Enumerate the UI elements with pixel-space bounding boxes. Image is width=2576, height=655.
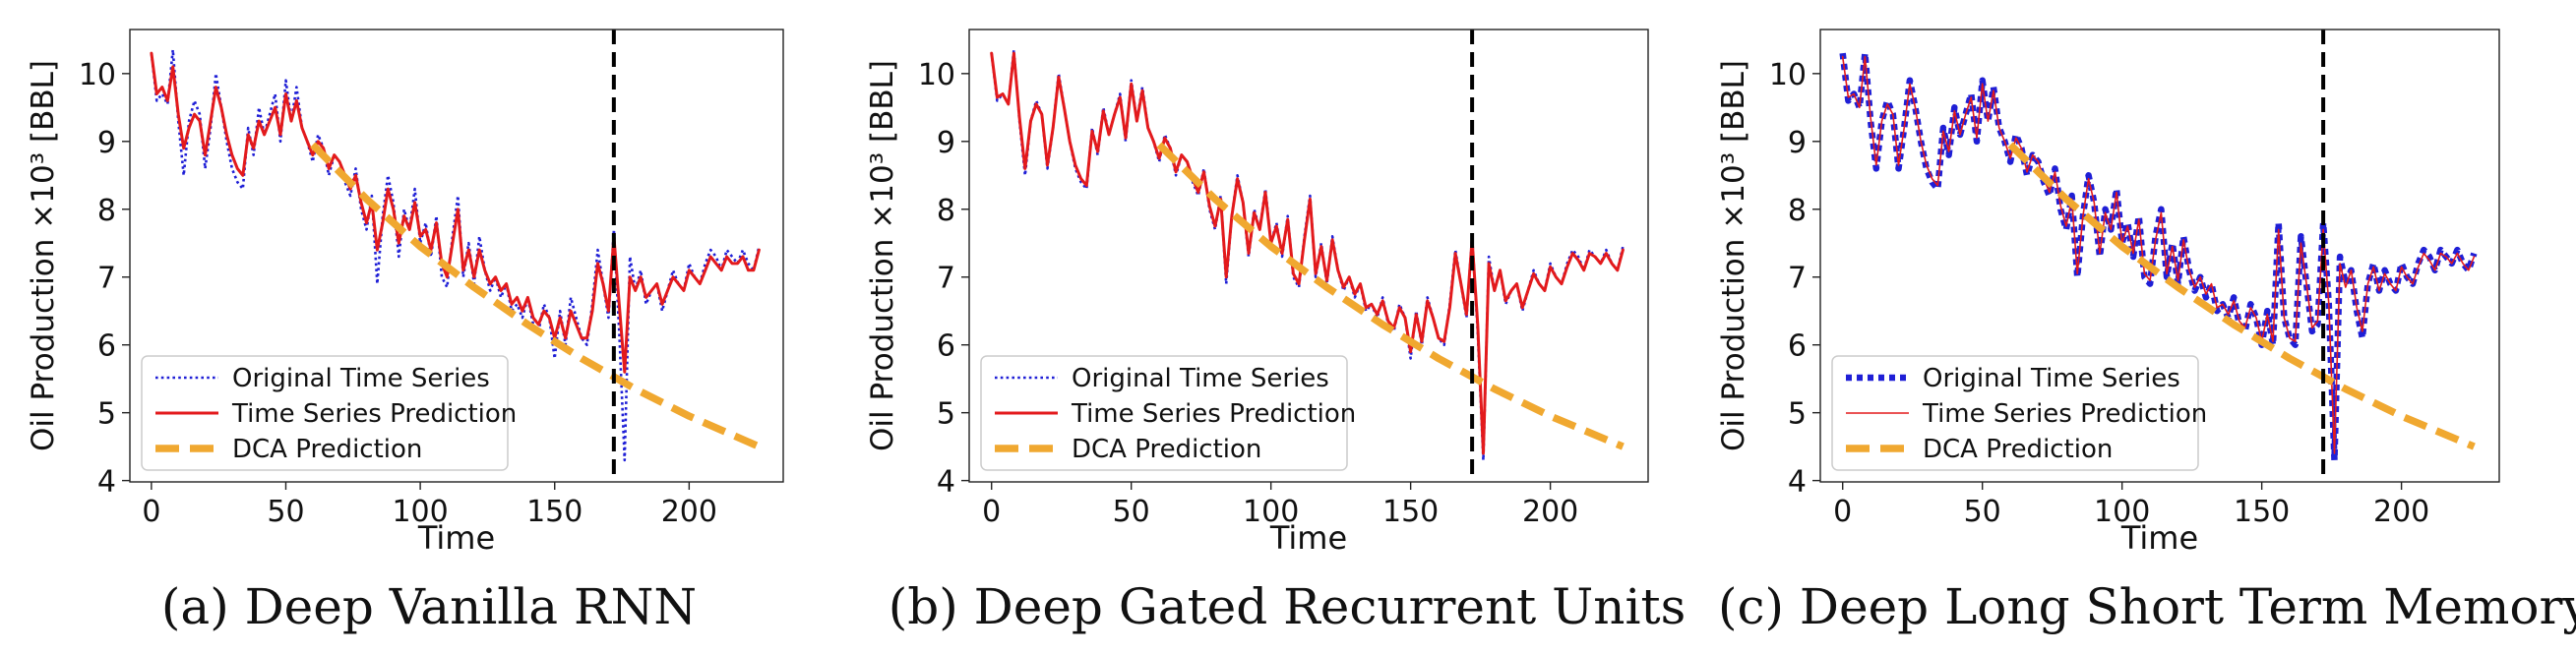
plot-area-a bbox=[150, 30, 761, 482]
y-tick-label-b-10: 10 bbox=[918, 58, 955, 92]
y-tick-label-a-8: 8 bbox=[97, 194, 116, 228]
y-tick-label-b-7: 7 bbox=[937, 262, 955, 296]
x-tick-label-c-0: 0 bbox=[1833, 495, 1852, 529]
x-tick-label-b-50: 50 bbox=[1113, 495, 1150, 529]
y-tick-label-c-8: 8 bbox=[1788, 194, 1807, 228]
legend-label-b-0: Original Time Series bbox=[1072, 364, 1329, 393]
y-tick-label-b-5: 5 bbox=[937, 397, 955, 432]
legend-label-c-0: Original Time Series bbox=[1923, 364, 2180, 393]
y-tick-label-b-9: 9 bbox=[937, 126, 955, 160]
y-tick-label-b-4: 4 bbox=[937, 465, 955, 500]
axes-frame-c bbox=[1819, 29, 2500, 483]
x-tick-label-c-200: 200 bbox=[2373, 495, 2429, 529]
legend-b: Original Time Series Time Series Predicti… bbox=[980, 355, 1356, 471]
y-tick-label-a-10: 10 bbox=[79, 58, 116, 92]
y-tick-label-c-7: 7 bbox=[1788, 262, 1807, 296]
legend-label-a-1: Time Series Prediction bbox=[231, 399, 517, 429]
plot-area-b bbox=[990, 30, 1625, 482]
x-tick-label-b-150: 150 bbox=[1382, 495, 1439, 529]
y-tick-label-c-6: 6 bbox=[1788, 329, 1807, 364]
y-tick-label-c-5: 5 bbox=[1788, 397, 1807, 432]
x-tick-label-c-150: 150 bbox=[2234, 495, 2290, 529]
x-tick-label-b-200: 200 bbox=[1522, 495, 1578, 529]
caption-b: (b) Deep Gated Recurrent Units bbox=[888, 578, 1687, 635]
y-tick-label-a-5: 5 bbox=[97, 397, 116, 432]
legend-box-b bbox=[980, 355, 1348, 471]
x-tick-label-a-0: 0 bbox=[142, 495, 160, 529]
series-line-a-2 bbox=[310, 142, 761, 450]
y-axis-label-a: Oil Production ×10³ [BBL] bbox=[26, 60, 61, 451]
x-axis-label-b: Time bbox=[1269, 519, 1347, 557]
y-axis-label-c: Oil Production ×10³ [BBL] bbox=[1716, 60, 1751, 451]
legend-label-b-1: Time Series Prediction bbox=[1071, 399, 1356, 429]
legend-label-a-0: Original Time Series bbox=[232, 364, 490, 393]
x-tick-label-a-150: 150 bbox=[526, 495, 583, 529]
y-axis-label-b: Oil Production ×10³ [BBL] bbox=[865, 60, 900, 451]
chart-panel-a: 0 50 100 150 200 4 5 6 7 8 9 10 Time Oil Production ×… bbox=[26, 29, 784, 557]
legend-label-b-2: DCA Prediction bbox=[1072, 435, 1261, 464]
y-tick-label-c-4: 4 bbox=[1788, 465, 1807, 500]
y-tick-label-a-7: 7 bbox=[97, 262, 116, 296]
y-tick-label-b-6: 6 bbox=[937, 329, 955, 364]
x-axis-label-c: Time bbox=[2120, 519, 2198, 557]
series-line-a-1 bbox=[150, 51, 761, 374]
y-tick-label-c-9: 9 bbox=[1788, 126, 1807, 160]
y-tick-label-b-8: 8 bbox=[937, 194, 955, 228]
y-tick-label-c-10: 10 bbox=[1769, 58, 1807, 92]
chart-panel-c: 0 50 100 150 200 4 5 6 7 8 9 10 Time Oil Production ×… bbox=[1716, 29, 2500, 557]
caption-a: (a) Deep Vanilla RNN bbox=[160, 578, 698, 635]
chart-panel-b: 0 50 100 150 200 4 5 6 7 8 9 10 Time Oil Production ×… bbox=[865, 29, 1649, 557]
series-line-c-2 bbox=[2007, 142, 2476, 450]
x-tick-label-b-0: 0 bbox=[982, 495, 1001, 529]
y-tick-label-a-4: 4 bbox=[97, 465, 116, 500]
series-line-b-2 bbox=[1156, 142, 1625, 450]
series-line-c-1 bbox=[1841, 55, 2476, 454]
legend-box-c bbox=[1831, 355, 2199, 471]
legend-c: Original Time Series Time Series Predicti… bbox=[1831, 355, 2207, 471]
x-tick-label-c-50: 50 bbox=[1964, 495, 2001, 529]
plot-area-c bbox=[1839, 30, 2478, 482]
y-tick-label-a-6: 6 bbox=[97, 329, 116, 364]
x-tick-label-b-100: 100 bbox=[1243, 495, 1299, 529]
x-tick-label-c-100: 100 bbox=[2094, 495, 2150, 529]
axes-frame-a bbox=[129, 29, 784, 483]
legend-a: Original Time Series Time Series Predicti… bbox=[141, 355, 517, 471]
caption-c: (c) Deep Long Short Term Memory bbox=[1718, 578, 2576, 635]
legend-label-c-2: DCA Prediction bbox=[1923, 435, 2113, 464]
axes-frame-b bbox=[968, 29, 1649, 483]
legend-box-a bbox=[141, 355, 509, 471]
x-tick-label-a-100: 100 bbox=[392, 495, 448, 529]
y-tick-label-a-9: 9 bbox=[97, 126, 116, 160]
x-axis-label-a: Time bbox=[417, 519, 495, 557]
x-tick-label-a-200: 200 bbox=[661, 495, 717, 529]
series-line-a-0 bbox=[150, 48, 761, 462]
legend-label-c-1: Time Series Prediction bbox=[1922, 399, 2207, 429]
series-line-b-1 bbox=[990, 51, 1625, 455]
legend-label-a-2: DCA Prediction bbox=[232, 435, 422, 464]
x-tick-label-a-50: 50 bbox=[267, 495, 304, 529]
